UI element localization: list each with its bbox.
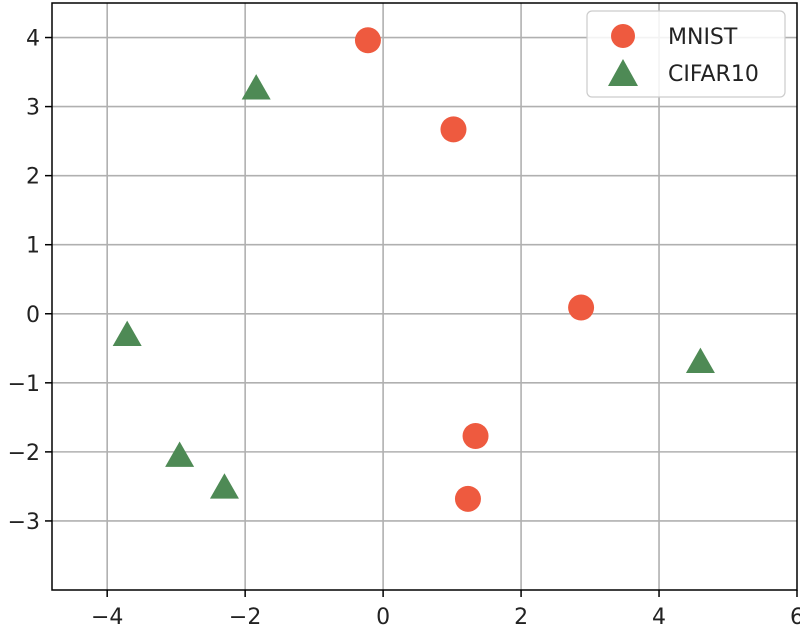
- point-mnist: [440, 116, 467, 143]
- y-tick-label: 2: [26, 165, 40, 190]
- point-mnist: [568, 294, 595, 321]
- x-tick-label: 6: [790, 605, 800, 630]
- y-tick-label: −3: [8, 510, 40, 535]
- y-tick-label: −2: [8, 441, 40, 466]
- legend: MNIST CIFAR10: [586, 10, 786, 98]
- plot-frame: [51, 2, 798, 591]
- x-tick-label: 2: [514, 605, 528, 630]
- x-tick-label: −2: [229, 605, 261, 630]
- legend-label-mnist: MNIST: [668, 25, 738, 50]
- legend-label-cifar10: CIFAR10: [668, 62, 759, 87]
- x-tick-label: 0: [376, 605, 390, 630]
- point-mnist: [354, 27, 381, 54]
- x-tick-label: 4: [652, 605, 666, 630]
- point-mnist: [462, 422, 489, 449]
- legend-marker-cifar10: [608, 59, 638, 86]
- grid-lines: [52, 3, 797, 590]
- y-tick-label: 0: [26, 303, 40, 328]
- y-tick-label: 3: [26, 96, 40, 121]
- axis-ticks: −4 −2 0 2 4 6 −3 −2 −1 0 1 2 3 4: [8, 27, 800, 630]
- point-cifar10: [165, 441, 195, 467]
- data-points: [112, 27, 715, 512]
- y-tick-label: 4: [26, 27, 40, 52]
- legend-box: [586, 10, 786, 98]
- y-tick-label: −1: [8, 372, 40, 397]
- point-cifar10: [685, 347, 715, 373]
- point-cifar10: [209, 473, 239, 499]
- point-mnist: [454, 485, 481, 512]
- point-cifar10: [112, 320, 142, 347]
- point-cifar10: [241, 74, 271, 100]
- legend-marker-mnist: [611, 24, 635, 48]
- y-tick-label: 1: [26, 234, 40, 259]
- x-tick-label: −4: [91, 605, 123, 630]
